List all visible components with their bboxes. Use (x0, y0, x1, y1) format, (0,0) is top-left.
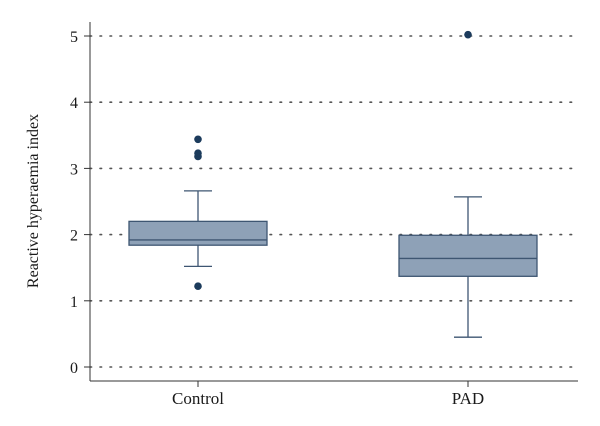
outlier-point-pad-0 (464, 30, 472, 39)
y-tick-label-5: 5 (70, 29, 78, 46)
axes: 0 1 2 3 4 5 Control PAD (70, 22, 578, 408)
box-iqr-control (128, 220, 268, 246)
box-iqr-pad (398, 234, 538, 277)
grid-lines (89, 35, 579, 368)
y-axis-title: Reactive hyperaemia index (25, 114, 42, 288)
y-tick-label-0: 0 (70, 360, 78, 377)
y-tick-label-3: 3 (70, 161, 78, 178)
outlier-point-control-0 (194, 282, 202, 291)
box-group-pad (398, 30, 538, 338)
box-group-control (128, 135, 268, 291)
x-tick-label-control: Control (172, 389, 224, 408)
y-tick-label-1: 1 (70, 294, 78, 311)
outlier-point-control-2 (194, 149, 202, 157)
x-tick-label-pad: PAD (452, 389, 484, 408)
outlier-point-control-3 (194, 135, 202, 144)
y-tick-label-4: 4 (70, 95, 78, 112)
y-tick-label-2: 2 (70, 228, 78, 245)
boxes (128, 30, 538, 338)
